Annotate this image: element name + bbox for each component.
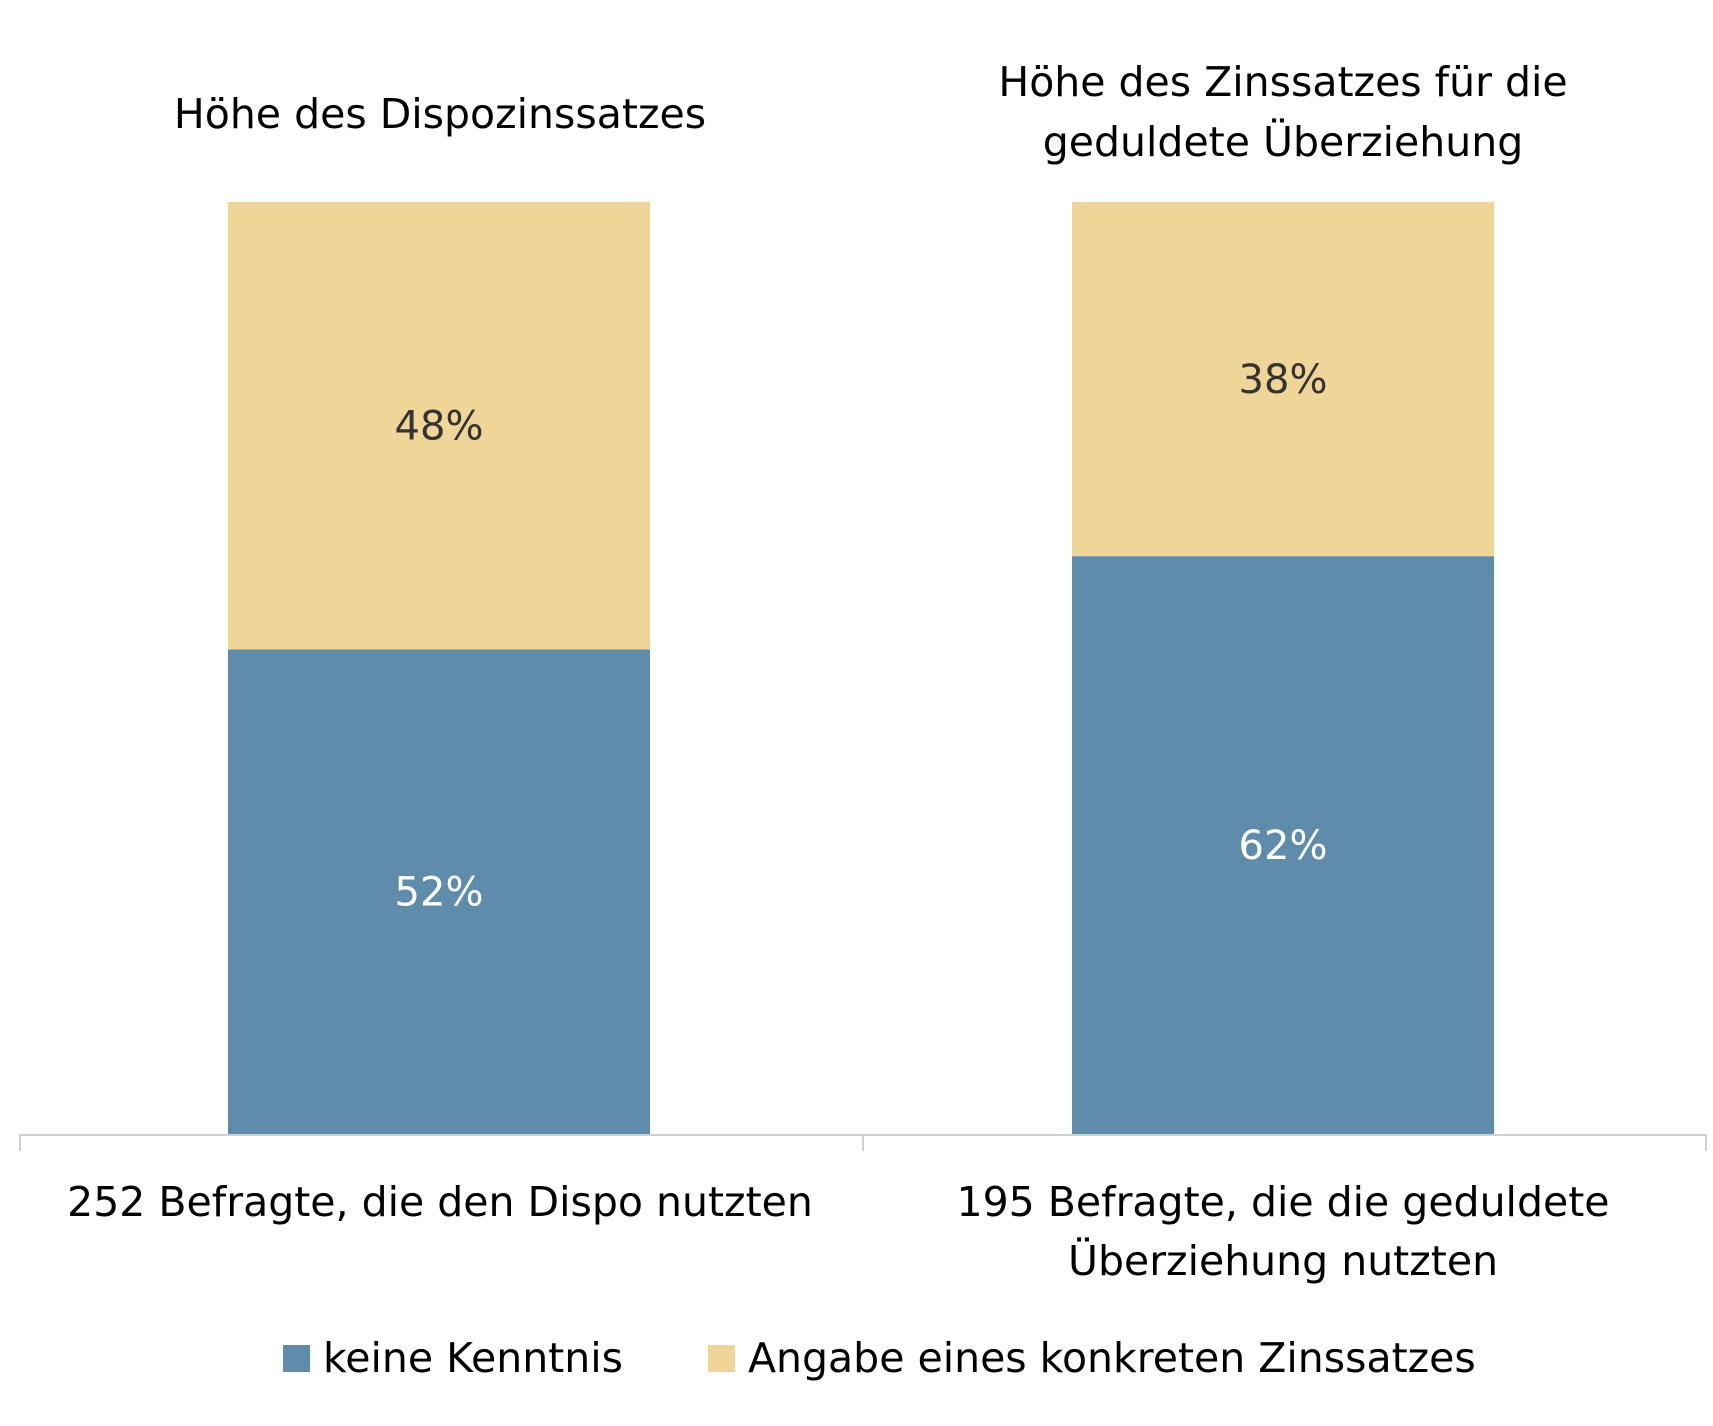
legend-label-1: keine Kenntnis	[323, 1334, 623, 1382]
legend-label-2: Angabe eines konkreten Zinssatzes	[748, 1334, 1476, 1382]
x-axis	[19, 1134, 1707, 1151]
legend-swatch-1	[283, 1345, 310, 1372]
data-label-angabe-zinssatz-1: 48%	[395, 404, 484, 450]
group-title-2-line-2: geduldete Überziehung	[1043, 118, 1523, 166]
data-label-angabe-zinssatz-2: 38%	[1239, 357, 1328, 403]
legend-swatch-2	[708, 1345, 735, 1372]
bar-segment-keine-kenntnis-2	[1072, 556, 1494, 1134]
category-labels: 252 Befragte, die den Dispo nutzten 195 B…	[67, 1178, 1609, 1285]
data-label-keine-kenntnis-2: 62%	[1239, 823, 1328, 869]
bar-segment-angabe-zinssatz-2	[1072, 202, 1494, 557]
bar-segment-keine-kenntnis-1	[228, 649, 650, 1134]
group-title-1-line-1: Höhe des Dispozinssatzes	[174, 90, 706, 138]
bar-segment-angabe-zinssatz-1	[228, 202, 650, 650]
group-title-2-line-1: Höhe des Zinssatzes für die	[998, 58, 1567, 106]
group-titles: Höhe des Dispozinssatzes Höhe des Zinssat…	[174, 58, 1568, 166]
bars-layer: 52% 48% 62% 38%	[228, 202, 1494, 1134]
data-label-keine-kenntnis-1: 52%	[395, 870, 484, 916]
category-label-1-line-1: 252 Befragte, die den Dispo nutzten	[67, 1178, 813, 1226]
legend: keine Kenntnis Angabe eines konkreten Zin…	[283, 1334, 1476, 1382]
category-label-2-line-1: 195 Befragte, die die geduldete	[957, 1178, 1610, 1226]
category-label-2-line-2: Überziehung nutzten	[1068, 1237, 1498, 1285]
